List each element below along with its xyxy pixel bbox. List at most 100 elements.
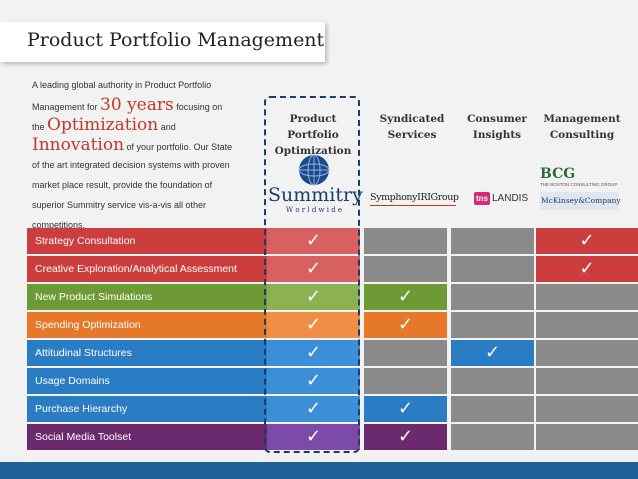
intro-line-5: of the art integrated decision systems w… [32, 155, 267, 175]
column-header-syndicated: Syndicated Services [366, 111, 458, 143]
intro-text: A leading global authority in Product Po… [32, 75, 267, 235]
column-header-consulting-line2: Consulting [549, 129, 615, 141]
capability-cell: ✓ [364, 424, 447, 450]
capability-cell: ✓ [536, 228, 638, 254]
intro-highlight-optimization: Optimization [47, 115, 159, 135]
checkmark-icon: ✓ [305, 258, 322, 279]
capability-cell: ✓ [364, 312, 447, 338]
column-header-ppo: Product Portfolio Optimization [267, 111, 359, 159]
intro-text-5: of the art integrated decision systems w… [32, 160, 230, 170]
checkmark-icon: ✓ [579, 258, 595, 279]
intro-line-7: superior Summitry service vis-a-vis all … [32, 195, 267, 215]
intro-highlight-innovation: Innovation [32, 135, 125, 155]
capability-row: Spending Optimization ✓ ✓ [27, 312, 638, 338]
capability-cell: ✓ [267, 340, 360, 366]
column-header-consulting-line1: Management [543, 113, 621, 125]
column-header-syndicated-line1: Syndicated [379, 113, 445, 125]
intro-text-6: market place result, provide the foundat… [32, 180, 213, 190]
capability-row: New Product Simulations ✓ ✓ [27, 284, 638, 310]
capability-cell [451, 312, 534, 338]
capability-cell: ✓ [267, 368, 360, 394]
capability-cell [364, 340, 447, 366]
capability-label: Purchase Hierarchy [27, 396, 273, 422]
capability-cell [364, 228, 447, 254]
bcg-mckinsey-logo: BCG THE BOSTON CONSULTING GROUP McKinsey… [540, 166, 621, 214]
capability-cell: ✓ [267, 256, 360, 282]
checkmark-icon: ✓ [305, 286, 322, 307]
checkmark-icon: ✓ [305, 230, 322, 251]
summitry-logo: Summitry W o r l d w i d e [268, 150, 363, 220]
capability-row: Creative Exploration/Analytical Assessme… [27, 256, 638, 282]
capability-cell [536, 284, 638, 310]
intro-text-4b: of your portfolio. Our State [124, 142, 233, 152]
bcg-subtitle: THE BOSTON CONSULTING GROUP [540, 182, 618, 187]
checkmark-icon: ✓ [397, 314, 414, 335]
intro-text-2a: Management for [32, 102, 101, 112]
page-title: Product Portfolio Management [27, 29, 325, 51]
checkmark-icon: ✓ [397, 426, 414, 447]
capability-cell [536, 368, 638, 394]
intro-line-6: market place result, provide the foundat… [32, 175, 267, 195]
bottom-bar [0, 462, 638, 479]
capability-cell [451, 256, 534, 282]
checkmark-icon: ✓ [305, 398, 322, 419]
summitry-wordmark: Summitry [268, 184, 363, 206]
capability-cell: ✓ [536, 256, 638, 282]
capability-cell [451, 284, 534, 310]
capability-cell: ✓ [451, 340, 534, 366]
capability-label: Creative Exploration/Analytical Assessme… [27, 256, 273, 282]
capability-label: Attitudinal Structures [27, 340, 273, 366]
intro-line-1: A leading global authority in Product Po… [32, 75, 267, 95]
bcg-wordmark: BCG [540, 166, 576, 182]
capability-row: Attitudinal Structures ✓ ✓ [27, 340, 638, 366]
intro-text-3b: and [158, 122, 176, 132]
intro-text-1: A leading global authority in Product Po… [32, 80, 212, 90]
capability-label: Spending Optimization [27, 312, 273, 338]
landis-wordmark: LANDIS [492, 193, 529, 204]
capability-label: New Product Simulations [27, 284, 273, 310]
capability-row: Social Media Toolset ✓ ✓ [27, 424, 638, 450]
checkmark-icon: ✓ [484, 342, 501, 363]
capability-cell: ✓ [267, 312, 360, 338]
capability-label: Usage Domains [27, 368, 273, 394]
capability-cell [536, 312, 638, 338]
capability-cell: ✓ [267, 284, 360, 310]
capability-cell [364, 368, 447, 394]
capability-cell [451, 368, 534, 394]
capability-cell [536, 340, 638, 366]
intro-line-3: the Optimization and [32, 115, 267, 135]
checkmark-icon: ✓ [579, 230, 595, 251]
capability-row: Purchase Hierarchy ✓ ✓ [27, 396, 638, 422]
capability-cell: ✓ [267, 396, 360, 422]
capability-cell [536, 424, 638, 450]
checkmark-icon: ✓ [397, 398, 414, 419]
symphony-wordmark: SymphonyIRIGroup [370, 192, 459, 203]
intro-text-2b: focusing on [173, 102, 223, 112]
capability-cell: ✓ [364, 396, 447, 422]
intro-text-8: competitions. [32, 220, 86, 230]
column-header-consumer-line1: Consumer [467, 113, 527, 125]
tns-badge: tns [474, 192, 490, 205]
column-header-consumer: Consumer Insights [451, 111, 543, 143]
capability-cell [451, 228, 534, 254]
title-bar: Product Portfolio Management [0, 22, 325, 62]
column-header-consulting: Management Consulting [536, 111, 628, 143]
mckinsey-wordmark: McKinsey&Company [541, 196, 621, 205]
capability-cell: ✓ [364, 284, 447, 310]
summitry-subtitle: W o r l d w i d e [285, 206, 343, 214]
intro-line-4: Innovation of your portfolio. Our State [32, 135, 267, 155]
intro-line-2: Management for 30 years focusing on [32, 95, 267, 115]
ppo-column-highlight [264, 96, 360, 453]
globe-icon [298, 154, 330, 186]
intro-highlight-years: 30 years [100, 95, 174, 115]
intro-text-3a: the [32, 122, 48, 132]
column-header-ppo-line2: Optimization [274, 145, 352, 157]
capability-cell: ✓ [267, 424, 360, 450]
checkmark-icon: ✓ [305, 426, 322, 447]
capability-row: Strategy Consultation ✓ ✓ [27, 228, 638, 254]
column-header-syndicated-line2: Services [387, 129, 437, 141]
checkmark-icon: ✓ [305, 370, 322, 391]
intro-text-7: superior Summitry service vis-a-vis all … [32, 200, 207, 210]
capability-row: Usage Domains ✓ [27, 368, 638, 394]
symphony-logo: SymphonyIRIGroup [370, 192, 460, 208]
